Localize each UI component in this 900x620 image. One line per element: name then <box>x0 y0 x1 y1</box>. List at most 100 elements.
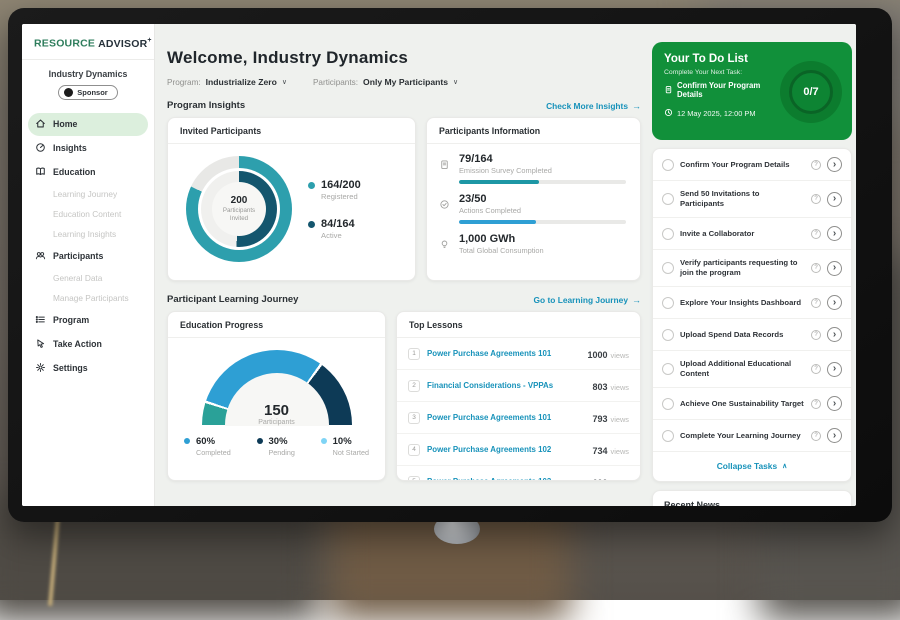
lesson-title-link[interactable]: Power Purchase Agreements 101 <box>427 349 580 358</box>
task-checkbox[interactable] <box>662 262 674 274</box>
lesson-row[interactable]: 3 Power Purchase Agreements 101 793 views <box>397 402 640 434</box>
legend-item-registered: 164/200 Registered <box>308 179 361 201</box>
sidebar-item-label: Insights <box>53 143 87 153</box>
task-checkbox[interactable] <box>662 430 674 442</box>
sidebar-item-learning-insights[interactable]: Learning Insights <box>28 225 148 244</box>
participants-filter-dropdown[interactable]: Participants: Only My Participants ∨ <box>313 77 458 87</box>
chevron-right-icon[interactable]: › <box>827 157 842 172</box>
chevron-right-icon[interactable]: › <box>827 327 842 342</box>
recent-news-title: Recent News <box>664 500 840 506</box>
legend-item-pending: 30% Pending <box>257 436 295 457</box>
legend-label: Completed <box>196 448 231 457</box>
sidebar-item-general-data[interactable]: General Data <box>28 269 148 288</box>
sidebar-item-label: Settings <box>53 363 88 373</box>
list-icon <box>35 314 46 327</box>
collapse-tasks-link[interactable]: Collapse Tasks ∧ <box>653 452 851 481</box>
chevron-right-icon[interactable]: › <box>827 362 842 377</box>
lesson-views-count: 600 <box>592 478 607 482</box>
task-item[interactable]: Upload Spend Data Records ? › <box>653 319 851 351</box>
info-icon: ? <box>811 160 821 170</box>
chevron-right-icon[interactable]: › <box>827 261 842 276</box>
task-item[interactable]: Invite a Collaborator ? › <box>653 218 851 250</box>
chevron-right-icon[interactable]: › <box>827 295 842 310</box>
lesson-rank-badge: 3 <box>408 412 420 424</box>
metric-emission-survey: 79/164 Emission Survey Completed <box>427 144 640 184</box>
task-checkbox[interactable] <box>662 363 674 375</box>
right-panel: Your To Do List Complete Your Next Task:… <box>652 42 852 506</box>
chevron-right-icon[interactable]: › <box>827 192 842 207</box>
metric-label: Emission Survey Completed <box>459 166 626 175</box>
task-item[interactable]: Achieve One Sustainability Target ? › <box>653 388 851 420</box>
invited-participants-card: Invited Participants 200 Participants In <box>167 117 416 281</box>
card-header: Top Lessons <box>397 312 640 338</box>
task-checkbox[interactable] <box>662 228 674 240</box>
task-item[interactable]: Confirm Your Program Details ? › <box>653 149 851 181</box>
info-icon: ? <box>811 194 821 204</box>
info-icon: ? <box>811 399 821 409</box>
legend-dot <box>321 438 327 444</box>
task-item[interactable]: Verify participants requesting to join t… <box>653 250 851 287</box>
sidebar-item-take-action[interactable]: Take Action <box>28 333 148 356</box>
sidebar-item-manage-participants[interactable]: Manage Participants <box>28 289 148 308</box>
donut-hole: 200 Participants Invited <box>198 168 280 250</box>
check-more-insights-link[interactable]: Check More Insights → <box>546 101 641 111</box>
lesson-row[interactable]: 5 Power Purchase Agreements 103 600views <box>397 466 640 481</box>
program-filter-dropdown[interactable]: Program: Industrialize Zero ∨ <box>167 77 287 87</box>
task-item[interactable]: Send 50 Invitations to Participants ? › <box>653 181 851 218</box>
task-checkbox[interactable] <box>662 193 674 205</box>
todo-title: Your To Do List <box>664 53 774 65</box>
task-checkbox[interactable] <box>662 398 674 410</box>
sidebar-item-home[interactable]: Home <box>28 113 148 136</box>
lesson-views-count: 793 <box>592 414 607 424</box>
task-item[interactable]: Explore Your Insights Dashboard ? › <box>653 287 851 319</box>
lesson-views-label: views <box>611 415 629 424</box>
donut-center-label-line1: Participants <box>223 207 255 214</box>
sidebar-item-education-content[interactable]: Education Content <box>28 205 148 224</box>
chevron-right-icon[interactable]: › <box>827 226 842 241</box>
donut-inner-ring: 200 Participants Invited <box>201 171 277 247</box>
lesson-title-link[interactable]: Power Purchase Agreements 101 <box>427 413 585 422</box>
sidebar-item-education[interactable]: Education <box>28 161 148 184</box>
task-checkbox[interactable] <box>662 159 674 171</box>
logo-text-advisor: ADVISOR <box>98 38 147 50</box>
task-checkbox[interactable] <box>662 297 674 309</box>
top-lessons-card: Top Lessons 1 Power Purchase Agreements … <box>396 311 641 481</box>
home-icon <box>35 118 46 131</box>
go-to-learning-journey-link[interactable]: Go to Learning Journey → <box>534 295 641 305</box>
participants-filter-value: Only My Participants <box>363 77 448 87</box>
donut-center-label-line2: Invited <box>230 215 248 222</box>
program-insights-header: Program Insights Check More Insights → <box>167 100 641 111</box>
task-item[interactable]: Complete Your Learning Journey ? › <box>653 420 851 452</box>
task-item[interactable]: Upload Additional Educational Content ? … <box>653 351 851 388</box>
sidebar-item-settings[interactable]: Settings <box>28 357 148 380</box>
sponsor-badge[interactable]: Sponsor <box>58 85 117 100</box>
chevron-right-icon[interactable]: › <box>827 428 842 443</box>
task-label: Upload Additional Educational Content <box>680 359 805 379</box>
book-icon <box>35 166 46 179</box>
sidebar-item-participants[interactable]: Participants <box>28 245 148 268</box>
lesson-views-count: 734 <box>592 446 607 456</box>
info-icon: ? <box>811 330 821 340</box>
learning-journey-header: Participant Learning Journey Go to Learn… <box>167 294 641 305</box>
task-checkbox[interactable] <box>662 329 674 341</box>
legend-value: 30% <box>269 436 295 447</box>
sidebar-item-learning-journey[interactable]: Learning Journey <box>28 185 148 204</box>
lesson-title-link[interactable]: Power Purchase Agreements 103 <box>427 477 585 481</box>
sidebar-item-insights[interactable]: Insights <box>28 137 148 160</box>
card-title: Education Progress <box>180 320 373 330</box>
chevron-right-icon[interactable]: › <box>827 396 842 411</box>
metric-actions-completed: 23/50 Actions Completed <box>427 184 640 224</box>
legend-item-active: 84/164 Active <box>308 218 361 240</box>
lesson-views-label: views <box>611 383 629 392</box>
sidebar-item-label: Program <box>53 315 89 325</box>
sidebar-item-program[interactable]: Program <box>28 309 148 332</box>
task-label: Confirm Your Program Details <box>680 160 805 170</box>
lesson-title-link[interactable]: Power Purchase Agreements 102 <box>427 445 585 454</box>
lesson-title-link[interactable]: Financial Considerations - VPPAs <box>427 381 585 390</box>
